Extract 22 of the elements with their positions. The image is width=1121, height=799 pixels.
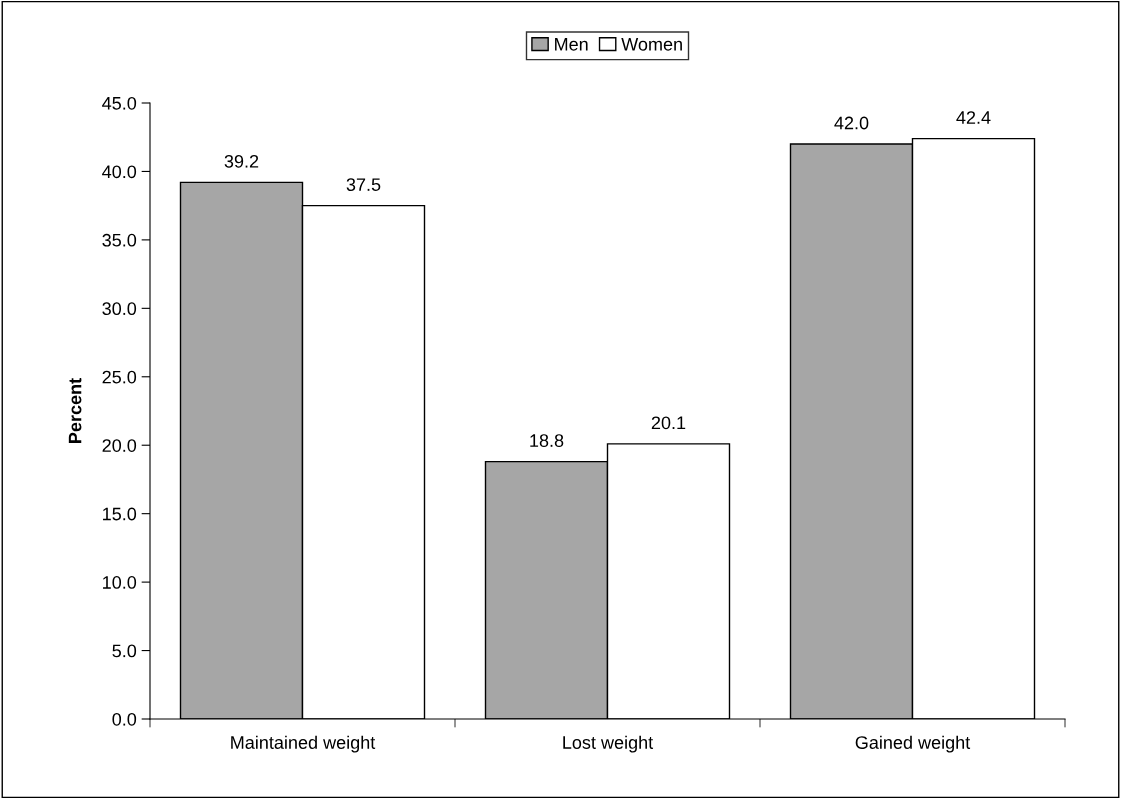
- x-tick-label: Maintained weight: [231, 735, 376, 753]
- data-label: 20.1: [651, 416, 686, 430]
- data-label: 42.0: [834, 116, 869, 130]
- legend-label: Men: [555, 38, 588, 51]
- data-label: 18.8: [530, 434, 564, 447]
- data-label: 37.5: [346, 178, 381, 191]
- y-axis-title: Percent: [68, 378, 82, 443]
- y-tick-label: 20.0: [102, 439, 137, 452]
- y-tick-label: 15.0: [103, 507, 137, 521]
- data-label: 39.2: [224, 154, 259, 168]
- y-tick-label: 35.0: [102, 233, 137, 247]
- y-tick-label: 30.0: [102, 302, 137, 316]
- y-tick-label: 45.0: [102, 96, 137, 110]
- x-tick-label: Gained weight: [855, 735, 971, 753]
- y-tick-label: 10.0: [103, 576, 137, 589]
- x-tick-label: Lost weight: [563, 735, 654, 753]
- data-label: 42.4: [956, 111, 991, 124]
- y-tick-label: 40.0: [102, 165, 137, 179]
- y-tick-label: 25.0: [102, 370, 137, 384]
- legend-label: Women: [621, 38, 682, 51]
- y-tick-label: 5.0: [112, 644, 137, 658]
- y-tick-label: 0.0: [112, 712, 137, 726]
